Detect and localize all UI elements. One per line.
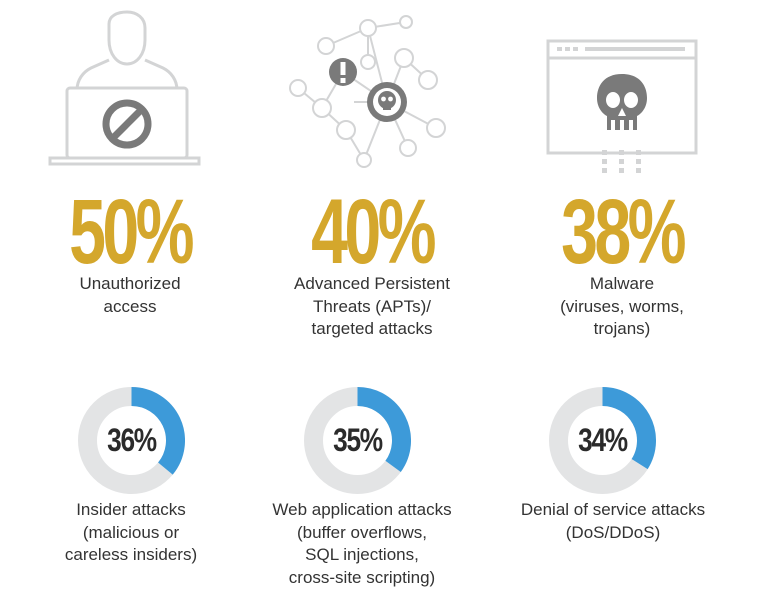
donut-label-insider-attacks: Insider attacks (malicious or careless i…: [31, 499, 231, 567]
donut-chart-denial-of-service: 34%: [549, 387, 656, 494]
browser-window-skull-icon: [545, 38, 700, 178]
label-line: (viruses, worms,: [522, 296, 722, 319]
network-nodes-skull-icon: [288, 10, 453, 172]
stat-label-unauthorized-access: Unauthorized access: [30, 273, 230, 318]
label-line: SQL injections,: [242, 544, 482, 567]
label-line: (DoS/DDoS): [493, 522, 733, 545]
donut-label-denial-of-service: Denial of service attacks (DoS/DDoS): [493, 499, 733, 544]
donut-value: 34%: [559, 387, 647, 494]
stat-value-unauthorized-access: 50%: [65, 186, 195, 278]
label-line: careless insiders): [31, 544, 231, 567]
donut-value: 35%: [314, 387, 402, 494]
person-laptop-blocked-icon: [47, 10, 202, 170]
label-line: Malware: [522, 273, 722, 296]
donut-label-web-application-attacks: Web application attacks (buffer overflow…: [242, 499, 482, 589]
label-line: (malicious or: [31, 522, 231, 545]
label-line: Advanced Persistent: [262, 273, 482, 296]
label-line: Threats (APTs)/: [262, 296, 482, 319]
label-line: (buffer overflows,: [242, 522, 482, 545]
label-line: Web application attacks: [242, 499, 482, 522]
label-line: Insider attacks: [31, 499, 231, 522]
donut-chart-web-application-attacks: 35%: [304, 387, 411, 494]
label-line: access: [30, 296, 230, 319]
stat-value-malware: 38%: [557, 186, 687, 278]
stat-value-apts: 40%: [307, 186, 437, 278]
label-line: trojans): [522, 318, 722, 341]
label-line: Unauthorized: [30, 273, 230, 296]
stat-label-malware: Malware (viruses, worms, trojans): [522, 273, 722, 341]
label-line: Denial of service attacks: [493, 499, 733, 522]
stat-label-apts: Advanced Persistent Threats (APTs)/ targ…: [262, 273, 482, 341]
donut-value: 36%: [88, 387, 176, 494]
label-line: targeted attacks: [262, 318, 482, 341]
donut-chart-insider-attacks: 36%: [78, 387, 185, 494]
